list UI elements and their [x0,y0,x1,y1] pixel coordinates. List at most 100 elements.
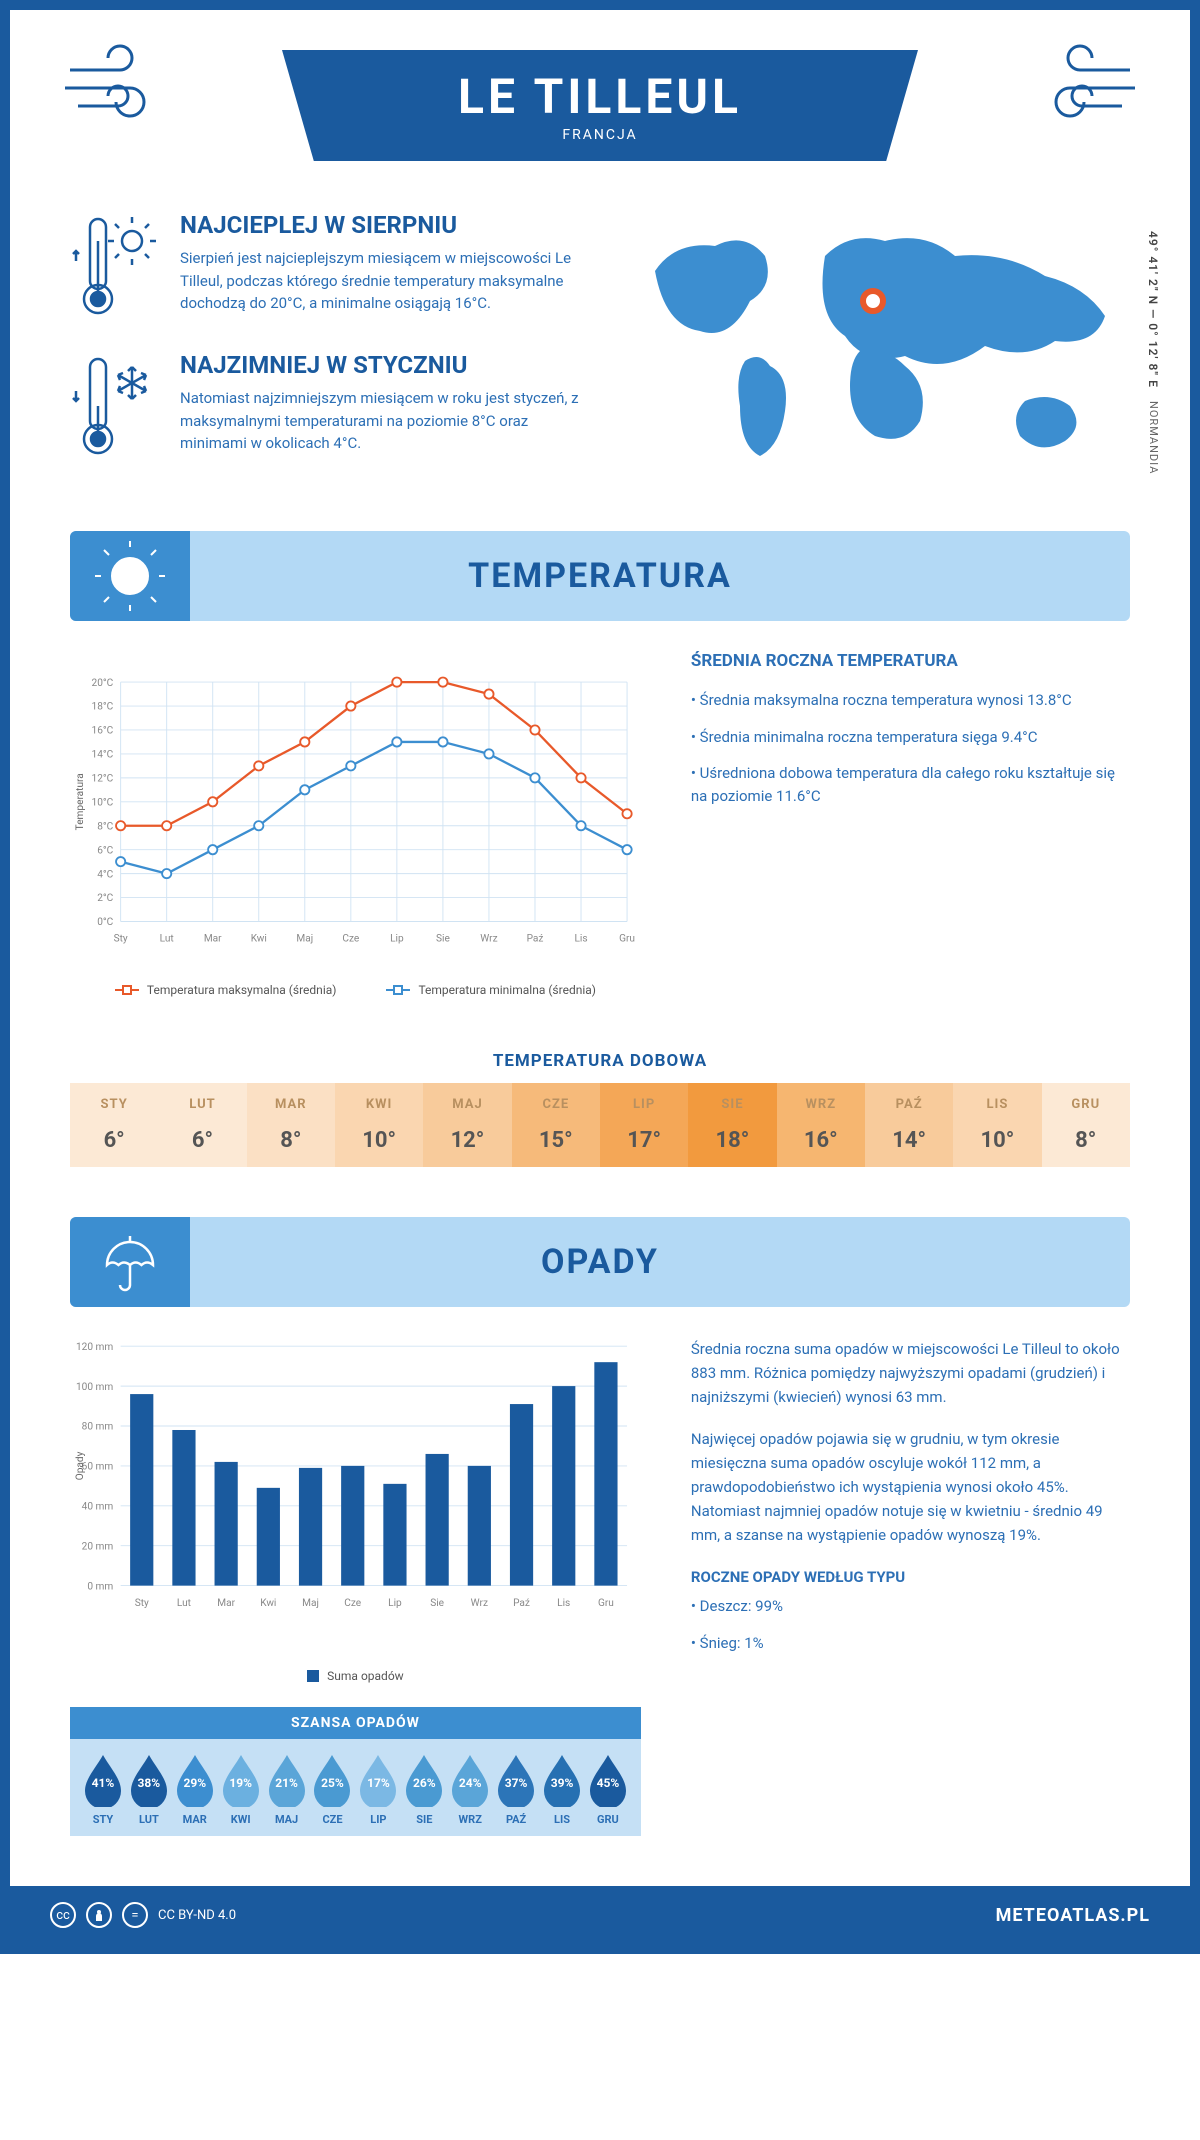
svg-text:18°C: 18°C [92,702,114,713]
precip-side-text: Średnia roczna suma opadów w miejscowośc… [691,1337,1130,1856]
svg-text:Mar: Mar [217,1598,235,1609]
daily-cell: WRZ 16° [777,1083,865,1167]
by-icon [86,1902,112,1928]
location-country: FRANCJA [322,127,878,143]
daily-value: 15° [512,1128,600,1153]
precip-type-title: ROCZNE OPADY WEDŁUG TYPU [691,1565,1130,1589]
svg-text:Maj: Maj [302,1598,319,1609]
svg-text:2°C: 2°C [97,893,113,904]
daily-value: 14° [865,1128,953,1153]
daily-value: 17° [600,1128,688,1153]
svg-text:Temperatura: Temperatura [75,773,86,830]
temp-section-banner: TEMPERATURA [70,531,1130,621]
daily-cell: CZE 15° [512,1083,600,1167]
temp-bullet: • Uśredniona dobowa temperatura dla całe… [691,762,1130,807]
precip-type-bullet: • Deszcz: 99% [691,1595,1130,1618]
svg-text:6°C: 6°C [97,845,113,856]
svg-text:40 mm: 40 mm [82,1501,114,1512]
chance-drop: 38%LUT [127,1753,171,1826]
daily-month: WRZ [777,1097,865,1112]
daily-temp-table: STY6°LUT6°MAR8°KWI10°MAJ12°CZE15°LIP17°S… [70,1083,1130,1167]
svg-text:14°C: 14°C [92,750,114,761]
svg-text:Wrz: Wrz [480,934,497,945]
svg-text:8°C: 8°C [97,821,113,832]
temp-bullet: • Średnia maksymalna roczna temperatura … [691,689,1130,712]
wind-icon-left [60,40,170,130]
fact-warm-title: NAJCIEPLEJ W SIERPNIU [180,211,580,239]
daily-month: LIS [953,1097,1041,1112]
svg-text:Cze: Cze [344,1598,361,1609]
fact-cold-title: NAJZIMNIEJ W STYCZNIU [180,351,580,379]
svg-text:Opady: Opady [75,1451,86,1480]
svg-text:Cze: Cze [342,934,359,945]
svg-text:Lis: Lis [574,934,587,945]
precip-para1: Średnia roczna suma opadów w miejscowośc… [691,1337,1130,1409]
daily-cell: GRU8° [1042,1083,1130,1167]
daily-cell: STY6° [70,1083,158,1167]
temp-section-title: TEMPERATURA [468,556,732,596]
legend-max: Temperatura maksymalna (średnia) [115,983,337,997]
fact-cold-text: Natomiast najzimniejszym miesiącem w rok… [180,387,580,455]
temp-side-title: ŚREDNIA ROCZNA TEMPERATURA [691,651,1130,671]
thermometer-snow-icon [70,351,160,461]
daily-month: MAR [247,1097,335,1112]
svg-text:0°C: 0°C [97,917,113,928]
temp-line-chart: 0°C2°C4°C6°C8°C10°C12°C14°C16°C18°C20°CS… [70,651,641,997]
svg-text:Kwi: Kwi [251,934,267,945]
daily-month: LIP [600,1097,688,1112]
svg-text:Lut: Lut [160,934,174,945]
chance-title: SZANSA OPADÓW [70,1707,641,1739]
precip-chance-box: SZANSA OPADÓW 41%STY38%LUT29%MAR19%KWI21… [70,1707,641,1836]
chance-drop: 24%WRZ [448,1753,492,1826]
coords-label: 49° 41' 2" N — 0° 12' 8" E [1146,231,1160,388]
chance-drop: 19%KWI [219,1753,263,1826]
precip-section-title: OPADY [541,1242,659,1282]
svg-text:20 mm: 20 mm [82,1541,114,1552]
umbrella-icon [70,1217,190,1307]
svg-text:Lis: Lis [557,1598,570,1609]
chance-drop: 41%STY [81,1753,125,1826]
daily-month: KWI [335,1097,423,1112]
daily-cell: MAJ12° [423,1083,511,1167]
svg-text:Gru: Gru [619,934,635,945]
legend-min: Temperatura minimalna (średnia) [386,983,596,997]
daily-cell: KWI 10° [335,1083,423,1167]
chance-drop: 17%LIP [356,1753,400,1826]
precip-section-banner: OPADY [70,1217,1130,1307]
daily-value: 18° [688,1128,776,1153]
chance-drop: 26%SIE [402,1753,446,1826]
precip-bar-chart: 0 mm20 mm40 mm60 mm80 mm100 mm120 mmStyL… [70,1337,641,1856]
daily-month: STY [70,1097,158,1112]
daily-cell: PAŹ14° [865,1083,953,1167]
svg-text:0 mm: 0 mm [87,1581,113,1592]
daily-temp-title: TEMPERATURA DOBOWA [10,1051,1190,1071]
region-label: NORMANDIA [1147,401,1160,474]
svg-text:Paź: Paź [527,934,544,945]
svg-text:Maj: Maj [296,934,313,945]
license-badges: cc = CC BY-ND 4.0 [50,1902,236,1928]
daily-month: CZE [512,1097,600,1112]
chance-drop: 37%PAŹ [494,1753,538,1826]
daily-value: 6° [158,1128,246,1153]
svg-text:120 mm: 120 mm [76,1342,113,1353]
legend-precip: Suma opadów [307,1669,404,1683]
chance-drop: 45%GRU [586,1753,630,1826]
svg-text:Wrz: Wrz [471,1598,488,1609]
daily-month: MAJ [423,1097,511,1112]
svg-text:20°C: 20°C [92,678,114,689]
wind-icon-right [1030,40,1140,130]
svg-text:10°C: 10°C [92,797,114,808]
temp-bullet: • Średnia minimalna roczna temperatura s… [691,726,1130,749]
fact-warmest: NAJCIEPLEJ W SIERPNIU Sierpień jest najc… [70,211,580,321]
daily-value: 10° [335,1128,423,1153]
daily-value: 16° [777,1128,865,1153]
svg-text:Kwi: Kwi [260,1598,276,1609]
daily-value: 8° [1042,1128,1130,1153]
header: LE TILLEUL FRANCJA [10,10,1190,191]
thermometer-sun-icon [70,211,160,321]
location-title: LE TILLEUL [322,68,878,125]
footer-brand: METEOATLAS.PL [996,1905,1150,1926]
fact-coldest: NAJZIMNIEJ W STYCZNIU Natomiast najzimni… [70,351,580,461]
svg-text:Mar: Mar [204,934,222,945]
svg-text:16°C: 16°C [92,726,114,737]
